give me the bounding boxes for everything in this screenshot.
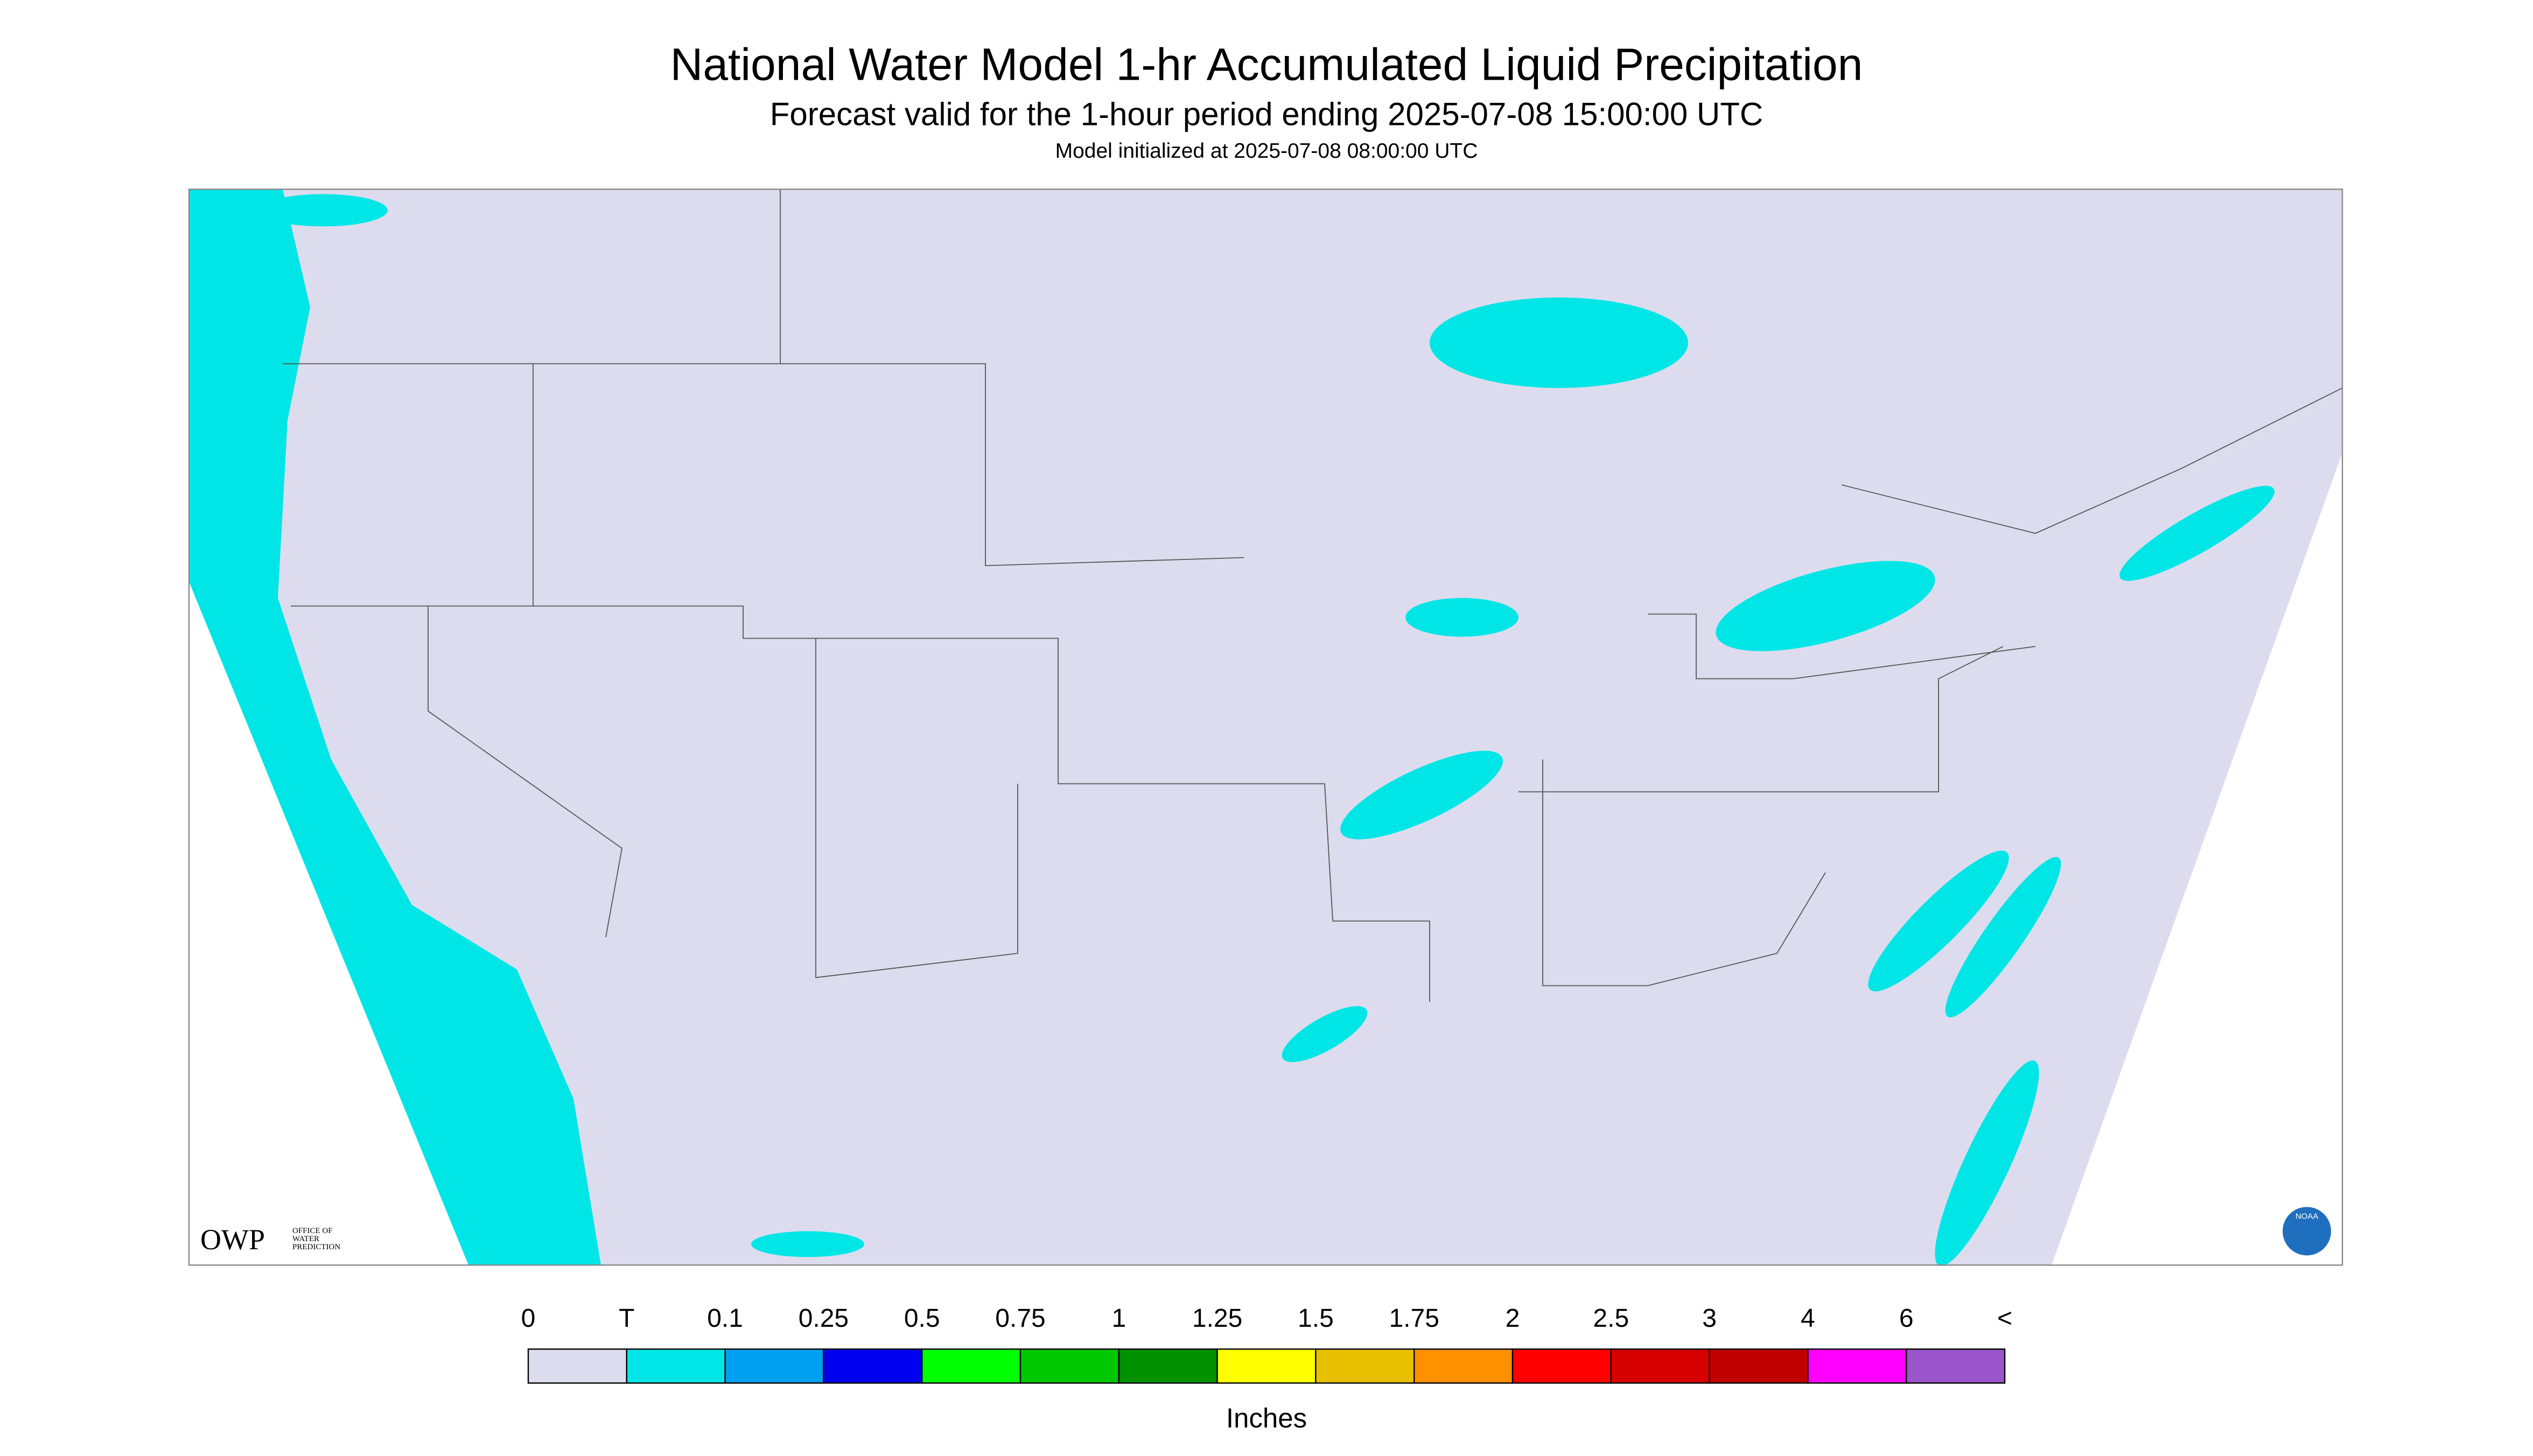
legend-swatch: [1709, 1348, 1809, 1384]
legend-label: 4: [1801, 1304, 1815, 1333]
legend-swatch: [1807, 1348, 1907, 1384]
precip-area: [1935, 1060, 2039, 1265]
legend-label: 1.75: [1389, 1304, 1439, 1333]
precip-area: [1716, 561, 1935, 652]
legend-unit: Inches: [1226, 1403, 1307, 1433]
precip-area: [1340, 751, 1503, 839]
precip-area: [1405, 598, 1519, 637]
legend-swatch: [1315, 1348, 1415, 1384]
legend-label: 0.25: [799, 1304, 849, 1333]
noaa-text: NOAA: [2296, 1212, 2319, 1221]
legend-swatch: [1216, 1348, 1317, 1384]
legend-label: 0: [521, 1304, 536, 1333]
noaa-logo: [2283, 1207, 2331, 1256]
state-line: [291, 605, 1325, 785]
subtitle: Forecast valid for the 1-hour period end…: [770, 96, 1763, 132]
legend-swatch: [724, 1348, 824, 1384]
legend-swatch: [921, 1348, 1021, 1384]
legend-swatch: [823, 1348, 923, 1384]
precip-area: [1282, 1006, 1368, 1062]
state-line: [1542, 759, 1826, 986]
precip-area: [258, 194, 388, 227]
legend-swatch: [1610, 1348, 1710, 1384]
precip-areas: [189, 189, 2275, 1265]
legend-label: 0.1: [707, 1304, 743, 1333]
precip-area: [1868, 850, 2009, 992]
legend-label: 0.75: [995, 1304, 1045, 1333]
legend-label: 3: [1702, 1304, 1717, 1333]
precip-area: [751, 1231, 864, 1257]
precip-area: [1945, 857, 2061, 1018]
legend-swatch: [626, 1348, 726, 1384]
legend-label: 1.25: [1192, 1304, 1242, 1333]
legend-label: 2.5: [1593, 1304, 1629, 1333]
state-line: [815, 638, 1018, 978]
state-line: [1841, 387, 2342, 534]
outside-projection: [189, 189, 468, 1265]
logo-text: OFFICE OF: [292, 1227, 333, 1235]
legend-label: 0.5: [904, 1304, 940, 1333]
legend-swatch: [1905, 1348, 2006, 1384]
legend-label: <: [1997, 1304, 2012, 1333]
legend-label: 6: [1899, 1304, 1914, 1333]
title: National Water Model 1-hr Accumulated Li…: [670, 39, 1863, 90]
state-line: [1519, 646, 2004, 793]
legend-swatch: [527, 1348, 628, 1384]
precip-area: [1430, 297, 1688, 388]
legend-swatch: [1512, 1348, 1612, 1384]
legend-swatch: [1414, 1348, 1514, 1384]
precip-area: [2119, 486, 2275, 581]
note: Model initialized at 2025-07-08 08:00:00…: [1055, 139, 1478, 163]
map-frame: [188, 188, 2343, 1266]
state-line: [428, 606, 622, 937]
legend-label: T: [619, 1304, 634, 1333]
state-line: [1324, 783, 1430, 1002]
logo-initials: OWP: [200, 1223, 265, 1256]
legend: 0 T 0.1 0.25 0.5 0.75 1 1.25 1.5 1.75 2 2.5 3 4 6 <: [521, 1304, 2012, 1384]
legend-label: 1: [1111, 1304, 1126, 1333]
logo-text: PREDICTION: [292, 1243, 340, 1251]
state-line: [1648, 613, 2036, 680]
state-line: [283, 363, 1244, 566]
legend-label: 2: [1506, 1304, 1520, 1333]
legend-swatch: [1019, 1348, 1120, 1384]
precip-area: [189, 189, 601, 1265]
legend-swatch: [1118, 1348, 1218, 1384]
logo-text: WATER: [292, 1235, 319, 1243]
outside-projection: [2052, 452, 2342, 1265]
legend-label: 1.5: [1298, 1304, 1334, 1333]
boundaries: [283, 189, 2342, 1002]
